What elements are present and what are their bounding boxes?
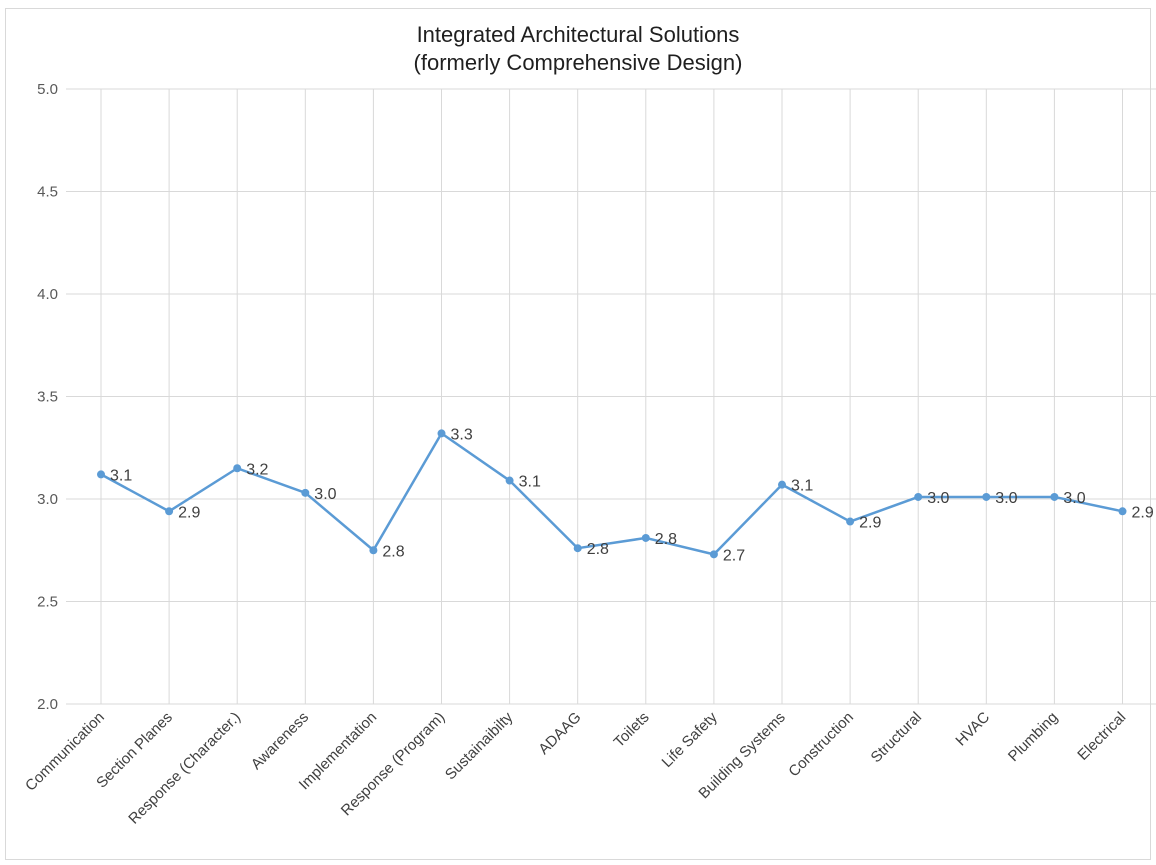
- data-labels: 3.1 2.9 3.2 3.0 2.8 3.3 3.1 2.8 2.8 2.7 3.1 2.9 3.0 3…: [110, 426, 1154, 564]
- chart-title-line-2: (formerly Comprehensive Design): [414, 50, 743, 75]
- chart-title-line-1: Integrated Architectural Solutions: [417, 22, 740, 47]
- data-label: 3.0: [927, 490, 949, 507]
- series-line: [100, 432, 1123, 556]
- x-category-label: Response (Character.): [125, 709, 244, 828]
- series-polyline: [100, 432, 1123, 556]
- data-label: 2.9: [1132, 504, 1154, 521]
- x-category-label: Sustainaibilty: [442, 708, 517, 783]
- data-point: [709, 550, 718, 559]
- data-point: [573, 544, 582, 553]
- data-point: [914, 492, 923, 501]
- data-label: 2.8: [382, 543, 404, 560]
- y-tick-label: 3.5: [37, 389, 58, 406]
- data-point: [846, 517, 855, 526]
- x-category-label: HVAC: [952, 709, 993, 750]
- y-tick-label: 2.0: [37, 696, 58, 713]
- data-points: [97, 429, 1127, 559]
- x-category-label: Electrical: [1074, 709, 1129, 764]
- x-category-label: Structural: [868, 709, 925, 766]
- data-point: [233, 464, 242, 473]
- data-label: 2.9: [178, 504, 200, 521]
- data-label: 3.2: [246, 461, 268, 478]
- y-tick-label: 4.5: [37, 184, 58, 201]
- data-point: [982, 492, 991, 501]
- data-label: 2.8: [587, 541, 609, 558]
- y-tick-label: 5.0: [37, 81, 58, 98]
- data-point: [641, 533, 650, 542]
- data-label: 3.1: [110, 467, 132, 484]
- data-label: 3.0: [995, 490, 1017, 507]
- data-label: 3.0: [1063, 490, 1085, 507]
- y-tick-label: 4.0: [37, 286, 58, 303]
- data-label: 3.0: [314, 486, 336, 503]
- data-label: 2.7: [723, 547, 745, 564]
- data-label: 2.8: [655, 531, 677, 548]
- data-point: [437, 429, 446, 438]
- y-tick-label: 3.0: [37, 491, 58, 508]
- data-point: [97, 470, 105, 479]
- data-label: 3.3: [451, 426, 473, 443]
- data-point: [301, 488, 310, 497]
- data-label: 2.9: [859, 515, 881, 532]
- data-point: [1118, 507, 1127, 516]
- gridlines: [66, 88, 1156, 705]
- data-label: 3.1: [791, 478, 813, 495]
- chart-title: Integrated Architectural Solutions (form…: [414, 22, 743, 75]
- x-category-label: Toilets: [611, 709, 653, 751]
- data-point: [505, 476, 514, 485]
- x-category-label: Construction: [785, 709, 857, 781]
- x-category-label: Awareness: [248, 709, 312, 773]
- data-point: [1050, 492, 1059, 501]
- y-tick-label: 2.5: [37, 594, 58, 611]
- data-label: 3.1: [519, 474, 541, 491]
- x-category-label: Life Safety: [659, 708, 721, 770]
- y-axis-ticks: 2.0 2.5 3.0 3.5 4.0 4.5 5.0: [37, 81, 58, 713]
- data-point: [165, 507, 174, 516]
- x-category-label: ADAAG: [535, 709, 584, 758]
- x-category-label: Plumbing: [1005, 709, 1061, 765]
- data-point: [778, 480, 786, 489]
- data-point: [369, 546, 378, 555]
